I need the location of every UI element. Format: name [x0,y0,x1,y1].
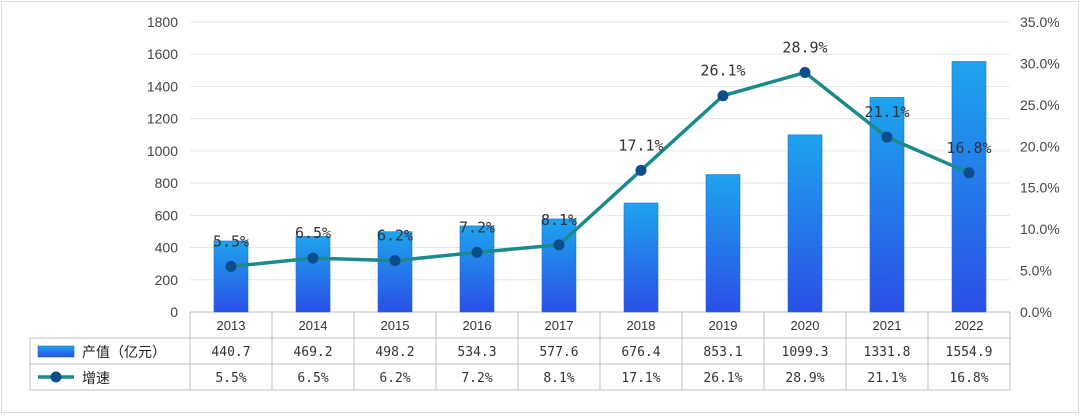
growth-data-label: 21.1% [864,103,909,121]
growth-data-label: 5.5% [213,232,249,250]
right-axis-tick-label: 25.0% [1020,97,1060,113]
right-axis-tick-label: 10.0% [1020,221,1060,237]
output-value-cell: 440.7 [211,345,250,360]
growth-marker-2019 [717,90,729,102]
output-bar-2022 [951,61,987,313]
growth-value-cell: 8.1% [543,371,574,386]
growth-marker-2021 [881,131,893,143]
category-label: 2017 [545,318,574,333]
growth-value-cell: 17.1% [621,371,660,386]
growth-data-label: 17.1% [618,136,663,154]
category-label: 2013 [217,318,246,333]
output-value-cell: 676.4 [621,345,660,360]
growth-marker-2015 [389,255,401,267]
growth-marker-2020 [799,67,811,79]
right-axis-tick-label: 30.0% [1020,55,1060,71]
legend-growth-label: 增速 [82,371,110,387]
growth-marker-2016 [471,246,483,258]
category-label: 2016 [463,318,492,333]
growth-value-cell: 5.5% [215,371,246,386]
growth-data-label: 6.5% [295,224,331,242]
growth-marker-2017 [553,239,565,251]
category-label: 2014 [299,318,328,333]
left-axis-tick-label: 1600 [147,46,178,62]
growth-data-label: 28.9% [782,39,827,57]
output-value-cell: 1099.3 [782,345,829,360]
right-axis-tick-label: 0.0% [1020,304,1052,320]
growth-value-cell: 7.2% [461,371,492,386]
output-value-cell: 534.3 [457,345,496,360]
output-bar-2016 [459,225,495,313]
growth-value-cell: 16.8% [949,371,988,386]
left-axis-tick-label: 1200 [147,111,178,127]
right-axis-tick-label: 20.0% [1020,138,1060,154]
left-axis-tick-label: 800 [155,175,179,191]
left-axis-tick-label: 1000 [147,143,178,159]
legend-bar-swatch [37,345,75,358]
growth-marker-2022 [963,167,975,179]
growth-data-label: 7.2% [459,218,495,236]
output-bar-2015 [377,231,413,313]
category-label: 2015 [381,318,410,333]
left-axis-tick-label: 600 [155,207,179,223]
output-value-cell: 498.2 [375,345,414,360]
output-value-cell: 1554.9 [946,345,993,360]
left-axis: 0 200 400 600 800 1000 1200 1400 1600 1800 [147,14,178,320]
category-label: 2018 [627,318,656,333]
left-axis-tick-label: 1800 [147,14,178,30]
legend-marker [50,371,62,383]
output-value-cell: 577.6 [539,345,578,360]
output-value-cell: 853.1 [703,345,742,360]
growth-value-cell: 6.5% [297,371,328,386]
growth-value-cell: 26.1% [703,371,742,386]
left-axis-tick-label: 0 [170,304,178,320]
growth-marker-2014 [307,252,319,264]
left-axis-tick-label: 200 [155,272,179,288]
output-bar-2019 [705,174,741,313]
growth-data-label: 16.8% [946,139,991,157]
data-table: 2013 440.7 5.5% 2014 469.2 6.5% 2015 498.2 6.2% 2… [29,311,1011,391]
growth-value-cell: 6.2% [379,371,410,386]
left-axis-tick-label: 400 [155,240,179,256]
output-bar-2020 [787,134,823,313]
right-axis: 0.0% 5.0% 10.0% 15.0% 20.0% 25.0% 30.0% 35.0% [1020,14,1060,320]
output-value-cell: 469.2 [293,345,332,360]
output-bar-2018 [623,202,659,313]
output-bar-2013 [213,240,249,313]
right-axis-tick-label: 5.0% [1020,263,1052,279]
category-label: 2022 [955,318,984,333]
growth-data-labels: 5.5% 6.5% 6.2% 7.2% 8.1% 17.1% 26.1% 28.9% 21.1%… [213,39,992,251]
growth-data-label: 8.1% [541,211,577,229]
category-label: 2021 [873,318,902,333]
bar-series [213,61,987,313]
growth-line [230,70,970,269]
right-axis-tick-label: 35.0% [1020,14,1060,30]
right-axis-tick-label: 15.0% [1020,180,1060,196]
category-label: 2020 [791,318,820,333]
growth-line-series [225,67,975,272]
category-label: 2019 [709,318,738,333]
growth-data-label: 26.1% [700,62,745,80]
growth-value-cell: 21.1% [867,371,906,386]
growth-marker-2013 [225,260,237,272]
growth-data-label: 6.2% [377,227,413,245]
legend-output-label: 产值（亿元） [82,345,166,361]
growth-marker-2018 [635,164,647,176]
output-value-cell: 1331.8 [864,345,911,360]
output-bar-2014 [295,236,331,313]
left-axis-tick-label: 1400 [147,78,178,94]
growth-value-cell: 28.9% [785,371,824,386]
